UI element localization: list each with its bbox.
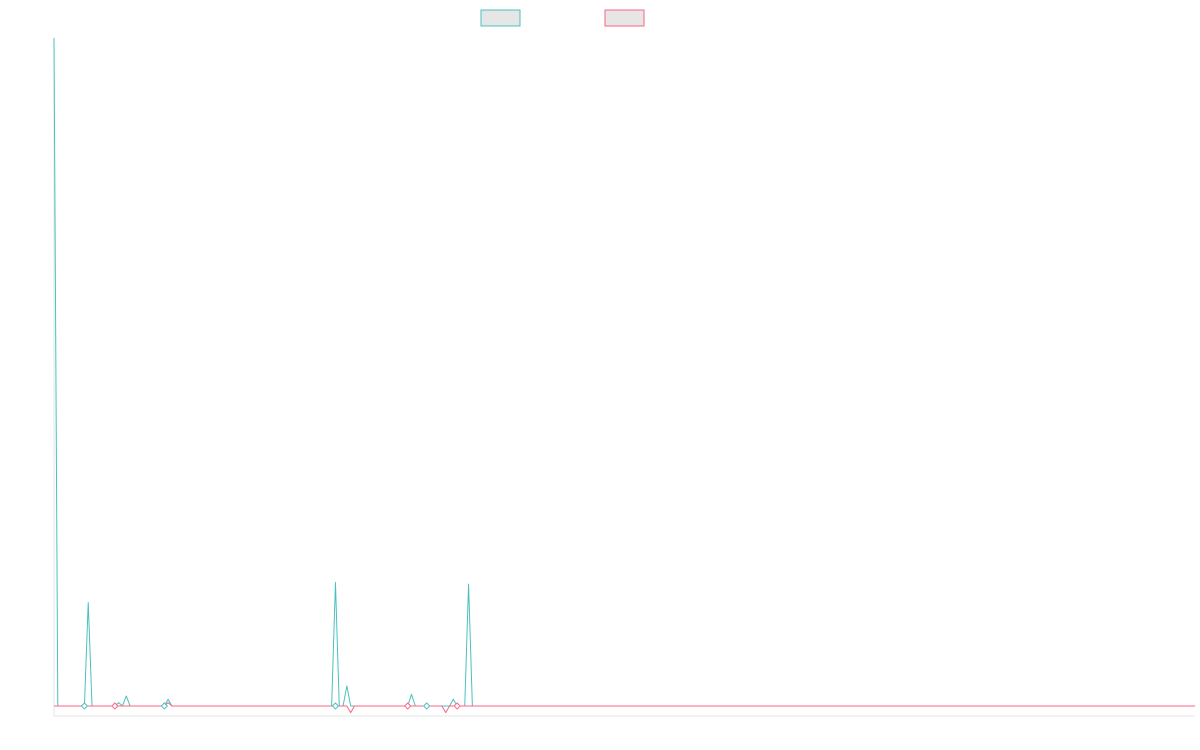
data-point-marker-teal-2	[160, 702, 169, 710]
plot-area	[53, 37, 1195, 714]
series-line-teal	[53, 37, 1195, 707]
data-point-marker-pink-1	[111, 702, 119, 710]
data-point-marker-teal-0	[80, 702, 89, 710]
axes	[53, 38, 1195, 717]
legend-swatch-teal	[480, 9, 521, 27]
data-point-marker-pink-6	[453, 702, 461, 710]
data-point-marker-teal-3	[331, 702, 340, 710]
legend-swatch-pink	[604, 9, 645, 27]
legend	[480, 9, 645, 27]
series-line-pink	[54, 702, 1195, 714]
data-point-marker-teal-5	[423, 702, 431, 710]
data-point-marker-pink-4	[404, 702, 412, 710]
